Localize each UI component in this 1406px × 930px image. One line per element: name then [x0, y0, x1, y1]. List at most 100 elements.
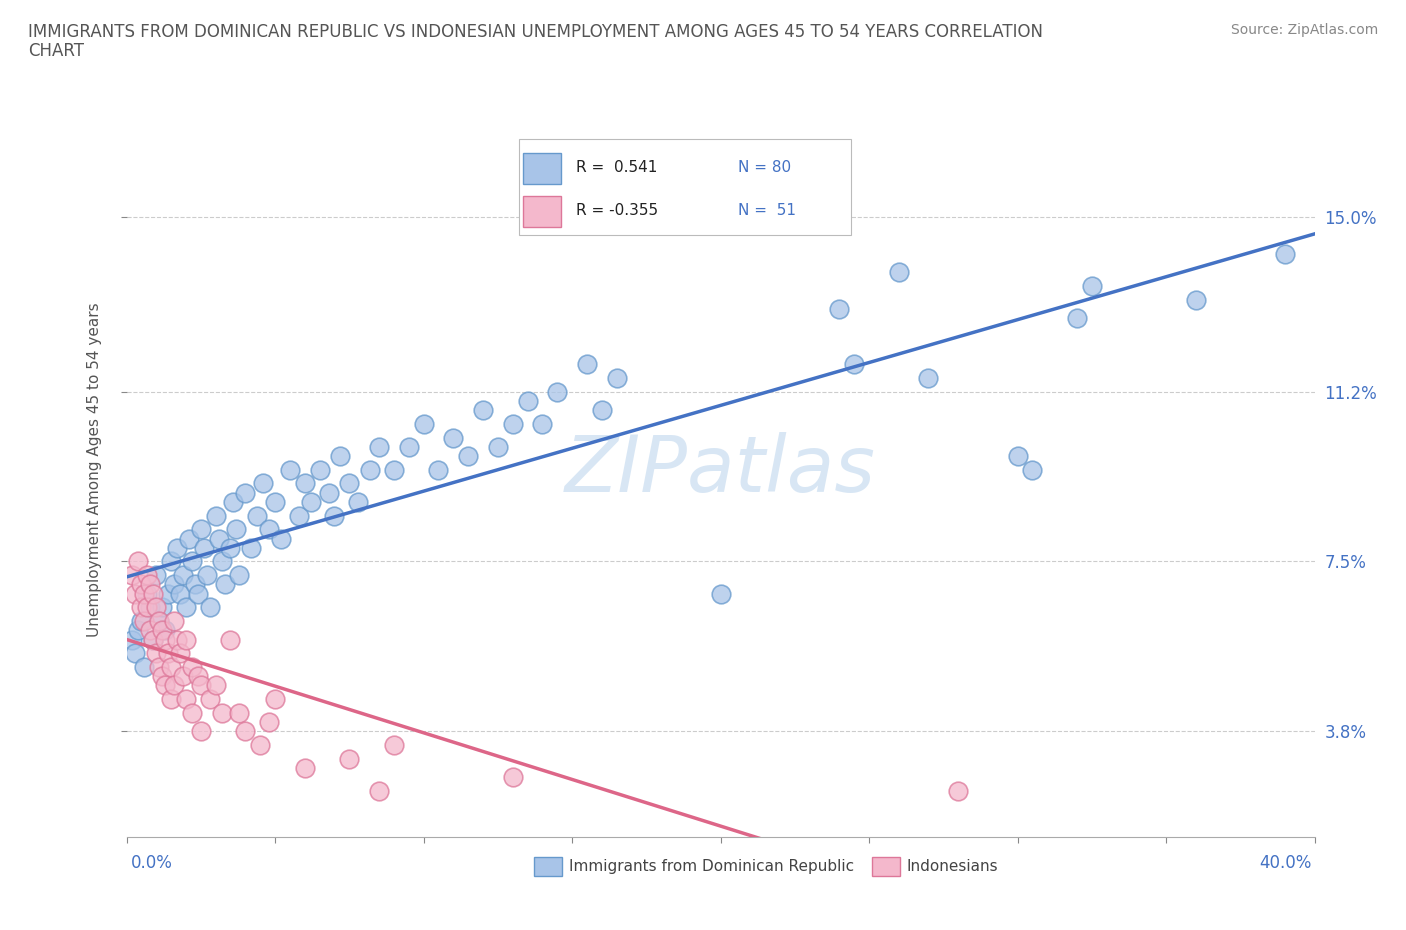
Point: [134, 659, 156, 674]
Point: [160, 659, 183, 674]
Point: [184, 577, 207, 591]
Point: [337, 751, 360, 766]
Point: [441, 430, 464, 445]
Point: [127, 554, 149, 569]
Point: [142, 632, 165, 647]
Point: [160, 554, 183, 569]
Point: [1274, 246, 1296, 261]
Point: [157, 586, 180, 601]
Point: [257, 522, 280, 537]
Point: [219, 632, 242, 647]
Point: [172, 568, 194, 583]
Text: R = -0.355: R = -0.355: [575, 203, 658, 219]
Point: [142, 632, 165, 647]
Point: [606, 370, 628, 385]
Point: [1066, 311, 1088, 325]
Point: [148, 659, 170, 674]
Point: [187, 669, 209, 684]
Point: [233, 485, 257, 500]
Point: [531, 417, 554, 432]
Point: [207, 531, 229, 546]
Point: [249, 737, 271, 752]
Point: [228, 568, 250, 583]
Text: 40.0%: 40.0%: [1260, 854, 1312, 871]
Point: [166, 632, 188, 647]
Point: [228, 706, 250, 721]
Bar: [534, 857, 562, 876]
Point: [150, 623, 173, 638]
Point: [252, 476, 274, 491]
Point: [136, 600, 159, 615]
Point: [169, 645, 191, 660]
Text: Indonesians: Indonesians: [907, 859, 998, 874]
Point: [329, 448, 352, 463]
Point: [180, 706, 202, 721]
Text: Immigrants from Dominican Republic: Immigrants from Dominican Republic: [569, 859, 855, 874]
Bar: [872, 857, 900, 876]
Point: [502, 770, 524, 785]
Point: [163, 614, 186, 629]
Point: [134, 586, 156, 601]
Text: N = 80: N = 80: [738, 160, 792, 175]
Point: [382, 737, 405, 752]
Point: [347, 495, 370, 510]
Bar: [523, 196, 561, 227]
Point: [131, 600, 153, 615]
Point: [157, 645, 180, 660]
Point: [294, 761, 316, 776]
Point: [160, 692, 183, 707]
Point: [219, 540, 242, 555]
Point: [190, 522, 212, 537]
Point: [195, 568, 218, 583]
Point: [502, 417, 524, 432]
Point: [204, 678, 226, 693]
Point: [163, 577, 186, 591]
Point: [172, 669, 194, 684]
Point: [177, 531, 200, 546]
Point: [145, 600, 167, 615]
Point: [150, 600, 173, 615]
Point: [240, 540, 263, 555]
Point: [948, 784, 970, 799]
Point: [398, 439, 420, 454]
Point: [1081, 278, 1104, 293]
Point: [457, 448, 479, 463]
Point: [1021, 462, 1043, 477]
Point: [368, 439, 391, 454]
Point: [368, 784, 391, 799]
FancyBboxPatch shape: [519, 139, 851, 234]
Point: [142, 586, 165, 601]
Point: [222, 495, 245, 510]
Point: [131, 614, 153, 629]
Text: Source: ZipAtlas.com: Source: ZipAtlas.com: [1230, 23, 1378, 37]
Point: [198, 692, 221, 707]
Point: [710, 586, 733, 601]
Text: N =  51: N = 51: [738, 203, 796, 219]
Point: [153, 678, 176, 693]
Text: 0.0%: 0.0%: [131, 854, 173, 871]
Point: [121, 568, 143, 583]
Point: [233, 724, 257, 738]
Point: [134, 614, 156, 629]
Point: [124, 586, 146, 601]
Point: [591, 403, 613, 418]
Bar: [523, 153, 561, 184]
Point: [486, 439, 509, 454]
Point: [124, 645, 146, 660]
Point: [264, 495, 287, 510]
Point: [169, 586, 191, 601]
Point: [211, 706, 233, 721]
Point: [180, 659, 202, 674]
Point: [127, 623, 149, 638]
Point: [225, 522, 247, 537]
Point: [294, 476, 316, 491]
Point: [145, 645, 167, 660]
Point: [190, 724, 212, 738]
Point: [163, 678, 186, 693]
Point: [193, 540, 215, 555]
Point: [299, 495, 322, 510]
Point: [153, 623, 176, 638]
Point: [204, 508, 226, 523]
Point: [412, 417, 434, 432]
Point: [121, 632, 143, 647]
